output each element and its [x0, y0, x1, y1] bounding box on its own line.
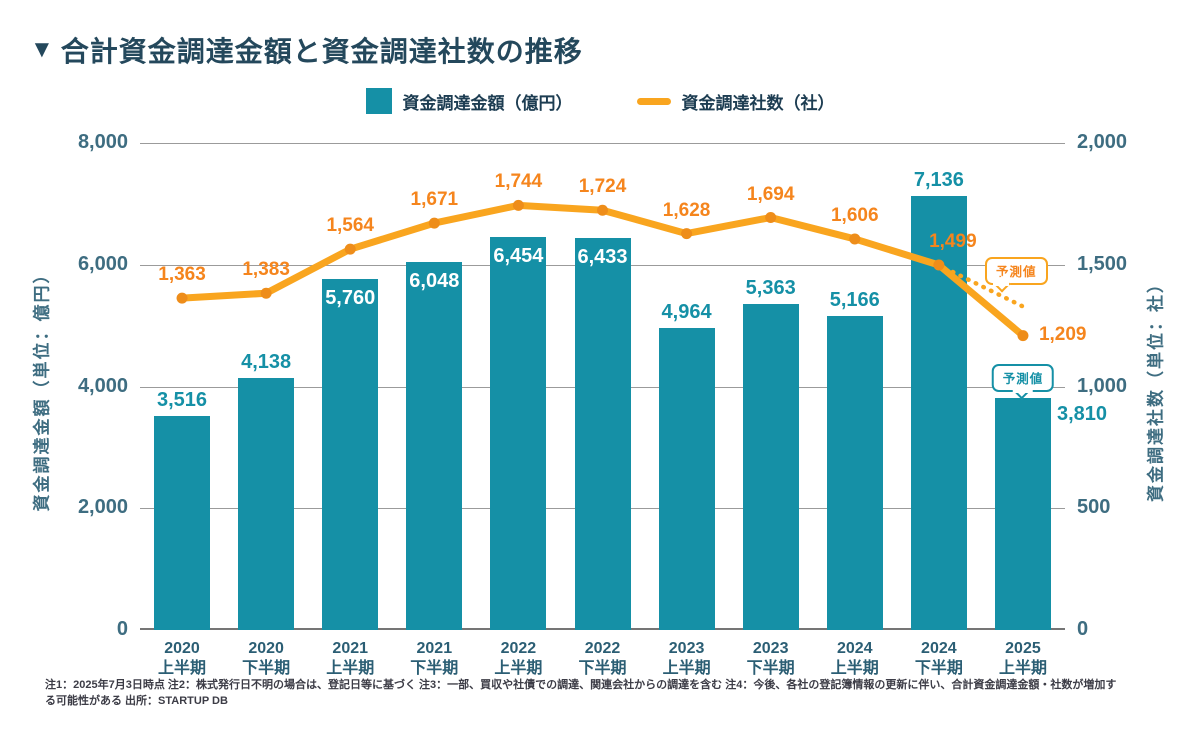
line-point-marker: [597, 204, 608, 216]
bar-value-label: 6,454: [493, 245, 544, 268]
legend-item-company-count: 資金調達社数（社）: [636, 89, 835, 114]
bar-value-label: 3,516: [157, 388, 208, 411]
page-title-text: 合計資金調達金額と資金調達社数の推移: [60, 36, 583, 67]
line-point-marker: [1017, 330, 1029, 342]
category-label: 2023 上半期: [662, 640, 711, 677]
bar-2024-上半期: [826, 315, 883, 630]
y-axis-left-tick-label: 2,000: [77, 496, 128, 519]
company-count-line: [178, 201, 1027, 340]
line-point-marker: [512, 199, 524, 211]
line-value-label: 1,363: [158, 264, 206, 286]
page-title: ▼ 合計資金調達金額と資金調達社数の推移: [30, 30, 583, 70]
y-axis-left-tick-label: 8,000: [77, 131, 128, 153]
category-label: 2025 上半期: [998, 640, 1047, 677]
line-point-marker: [428, 217, 440, 229]
line-value-label: 1,628: [662, 199, 711, 221]
forecast-badge-bar-text: 予測値: [1002, 372, 1044, 387]
line-value-label: 1,383: [242, 259, 290, 281]
line-point-marker: [849, 233, 861, 245]
y-axis-right-tick-label: 500: [1077, 496, 1111, 519]
forecast-badge-line: 予測値: [985, 257, 1048, 293]
line-point-marker: [681, 228, 693, 240]
line-value-label: 1,671: [410, 189, 459, 211]
category-label: 2020 上半期: [158, 640, 207, 677]
category-label: 2020 下半期: [242, 640, 291, 677]
y-axis-left-tick-label: 4,000: [77, 374, 128, 397]
forecast-badge-line-text: 予測値: [996, 265, 1037, 279]
bar-2022-下半期: [574, 238, 631, 630]
triangle-bullet-icon: ▼: [30, 36, 55, 63]
line-value-label: 1,564: [326, 215, 374, 237]
legend-label-funding-amount: 資金調達金額（億円）: [402, 93, 573, 113]
bar-2023-上半期: [658, 327, 715, 630]
line-point-marker: [260, 287, 272, 299]
line-value-label: 1,744: [494, 171, 543, 193]
company-count-line-svg: [176, 199, 1029, 342]
category-label: 2022 下半期: [578, 640, 627, 677]
bar-value-label: 4,964: [661, 300, 712, 323]
line-value-label: 1,499: [929, 230, 977, 252]
bar-value-label: 5,363: [745, 276, 796, 299]
legend: 資金調達金額（億円） 資金調達社数（社）: [0, 88, 1200, 114]
bar-value-label: 5,166: [829, 288, 880, 311]
bar-2020-上半期: [154, 415, 211, 630]
category-label: 2023 下半期: [746, 640, 795, 677]
bar-value-label: 6,048: [409, 269, 460, 292]
category-label: 2021 下半期: [410, 640, 459, 677]
category-label: 2022 上半期: [494, 640, 543, 677]
line-point-marker: [765, 212, 777, 224]
bar-2023-下半期: [742, 303, 799, 630]
category-label: 2024 上半期: [830, 640, 879, 677]
bar-2022-上半期: [490, 237, 547, 630]
bar-value-label: 7,136: [913, 168, 964, 191]
line-value-label: 1,694: [746, 183, 795, 205]
category-label: 2021 上半期: [326, 640, 375, 677]
plot-area: 3,516 2020 上半期 4,138 2020 下半期 5,760 2021 上半期 6,04…: [140, 143, 1107, 677]
y-axis-right-tick-label: 1,000: [1077, 374, 1128, 397]
y-axis-title-right: 資金調達社数（単位：社）: [1146, 274, 1166, 502]
bar-2020-下半期: [238, 378, 295, 630]
gridline: [140, 143, 1065, 144]
bar-2021-上半期: [322, 279, 379, 630]
legend-line-swatch-icon: [636, 97, 671, 105]
forecast-badge-bar: 予測値: [991, 364, 1055, 400]
legend-item-funding-amount: 資金調達金額（億円）: [365, 88, 573, 114]
bar-value-label: 5,760: [325, 287, 376, 310]
bar-2021-下半期: [406, 261, 463, 630]
bar-value-label: 6,433: [577, 246, 628, 269]
line-value-label: 1,209: [1038, 323, 1087, 345]
line-value-label: 1,724: [578, 176, 627, 198]
line-point-marker: [933, 259, 945, 271]
y-axis-left-tick-label: 6,000: [77, 252, 128, 275]
y-axis-right-tick-label: 0: [1077, 618, 1089, 640]
line-point-marker: [344, 243, 356, 255]
category-label: 2024 下半期: [914, 640, 963, 677]
footnote: 注1：2025年7月3日時点 注2：株式発行日不明の場合は、登記日等に基づく 注…: [45, 679, 1117, 707]
bar-2025-上半期: [994, 398, 1051, 630]
y-axis-right-tick-label: 1,500: [1077, 252, 1128, 275]
line-value-label: 1,606: [830, 204, 879, 226]
line-point-marker: [176, 292, 188, 304]
legend-bar-swatch-icon: [365, 88, 392, 114]
y-axis-right-tick-label: 2,000: [1077, 131, 1128, 153]
forecast-dotted-line: [950, 269, 1027, 310]
y-axis-left-tick-label: 0: [116, 618, 128, 640]
bar-value-label: 3,810: [1056, 403, 1108, 426]
legend-label-company-count: 資金調達社数（社）: [681, 93, 835, 113]
bar-value-label: 4,138: [241, 351, 292, 374]
